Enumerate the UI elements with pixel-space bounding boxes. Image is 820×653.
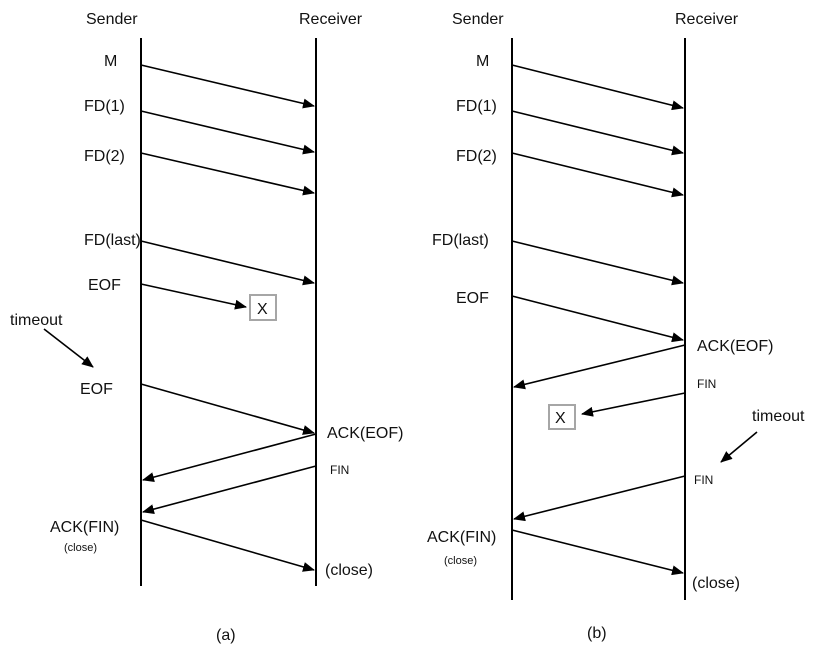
a-label-fin: FIN (330, 463, 349, 477)
a-arrow-ack-eof (142, 433, 317, 483)
a-arrow-eof-retry (140, 383, 315, 435)
a-receiver-header: Receiver (299, 11, 363, 28)
b-label-fin2: FIN (694, 473, 713, 487)
b-arrow-fd2 (511, 152, 684, 198)
b-receiver-header: Receiver (675, 11, 739, 28)
b-caption: (b) (587, 625, 607, 642)
b-arrow-eof (511, 295, 684, 343)
b-arrow-fdlast (511, 240, 684, 286)
b-label-fdlast: FD(last) (432, 232, 489, 249)
diagram-a: Sender Receiver M FD(1) FD(2) FD(last) E… (10, 11, 403, 644)
a-label-m: M (104, 53, 117, 70)
b-arrow-fin-lost (581, 392, 686, 417)
a-label-ack-eof: ACK(EOF) (327, 425, 403, 442)
b-arrow-timeout (720, 431, 758, 463)
a-sender-header: Sender (86, 11, 138, 28)
a-label-ack-fin: ACK(FIN) (50, 519, 119, 536)
b-label-eof: EOF (456, 290, 489, 307)
b-label-fd2: FD(2) (456, 148, 497, 165)
a-arrow-m (140, 64, 315, 109)
b-label-fin1: FIN (697, 377, 716, 391)
diagram-b: Sender Receiver M FD(1) FD(2) FD(last) E… (427, 11, 805, 642)
a-arrow-fd1 (140, 110, 315, 155)
b-arrow-fd1 (511, 110, 684, 156)
a-label-timeout: timeout (10, 312, 63, 329)
b-label-ack-eof: ACK(EOF) (697, 338, 773, 355)
a-arrow-fdlast (140, 240, 315, 286)
a-label-close-sender: (close) (64, 542, 97, 554)
a-label-fd2: FD(2) (84, 148, 125, 165)
b-lost-packet-x: X (555, 410, 566, 427)
b-lost-packet-box (548, 404, 576, 430)
a-caption: (a) (216, 627, 236, 644)
a-arrow-ack-fin (140, 519, 315, 572)
a-arrow-eof-lost (140, 283, 247, 310)
b-label-close-sender: (close) (444, 555, 477, 567)
a-label-close-receiver: (close) (325, 562, 373, 579)
b-arrow-m (511, 64, 684, 111)
a-label-fd1: FD(1) (84, 98, 125, 115)
a-arrow-fd2 (140, 152, 315, 196)
a-arrow-timeout (43, 328, 94, 368)
b-arrow-ack-fin (511, 529, 684, 576)
b-sender-header: Sender (452, 11, 504, 28)
b-label-timeout: timeout (752, 408, 805, 425)
a-label-eof2: EOF (80, 381, 113, 398)
a-lost-packet-box (249, 294, 277, 321)
b-arrow-ack-eof (513, 344, 686, 390)
a-label-fdlast: FD(last) (84, 232, 141, 249)
b-label-m: M (476, 53, 489, 70)
b-label-fd1: FD(1) (456, 98, 497, 115)
b-arrow-fin-retry (513, 475, 686, 522)
a-arrow-fin (142, 465, 317, 515)
a-label-eof1: EOF (88, 277, 121, 294)
b-label-close-receiver: (close) (692, 575, 740, 592)
a-lost-packet-x: X (257, 301, 268, 318)
b-label-ack-fin: ACK(FIN) (427, 529, 496, 546)
